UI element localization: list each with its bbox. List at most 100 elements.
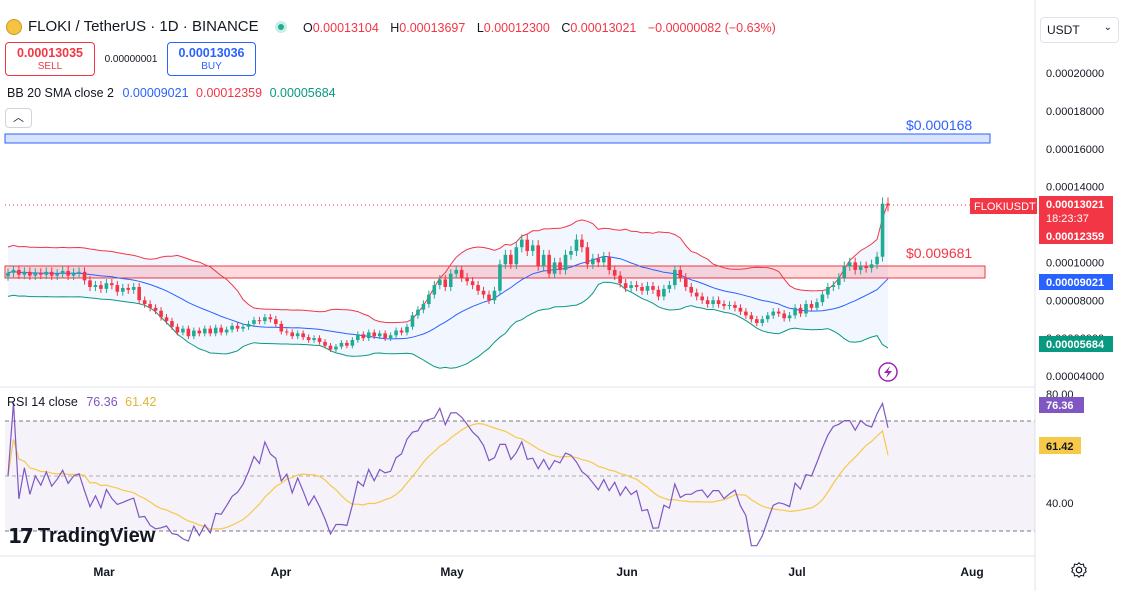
- bollinger-upper-line: [7, 202, 889, 324]
- candle: [705, 300, 710, 305]
- candle: [405, 326, 409, 333]
- candle: [432, 285, 437, 295]
- candle: [782, 313, 786, 319]
- candle: [525, 239, 530, 252]
- candle: [295, 333, 300, 337]
- candle: [552, 262, 557, 274]
- candle: [317, 338, 322, 342]
- candle: [640, 286, 644, 291]
- candle: [678, 269, 683, 278]
- rsi-tag: 76.36: [1046, 400, 1074, 412]
- candle: [366, 332, 371, 339]
- candle: [694, 292, 699, 297]
- candle: [651, 286, 655, 290]
- candle: [487, 294, 491, 301]
- collapse-legend-button[interactable]: ︿: [5, 108, 32, 128]
- candle: [815, 302, 819, 308]
- candle: [662, 288, 666, 297]
- currency-select-value: USDT: [1047, 23, 1080, 37]
- support-zone[interactable]: [4, 265, 986, 279]
- rsi-legend-ma: 61.42: [125, 395, 157, 409]
- candle: [268, 317, 273, 320]
- resistance-zone[interactable]: [4, 133, 991, 144]
- candle: [224, 329, 229, 333]
- candle: [875, 256, 879, 265]
- candle: [246, 323, 251, 327]
- candle: [771, 311, 776, 316]
- sell-button[interactable]: 0.00013035 SELL: [5, 42, 95, 76]
- rsi-ma-line: [7, 422, 889, 530]
- chevron-up-icon: ︿: [13, 112, 24, 124]
- candle: [569, 251, 573, 255]
- candle: [831, 285, 836, 287]
- candle: [574, 239, 579, 252]
- candle: [853, 262, 858, 270]
- market-status-icon[interactable]: [274, 20, 287, 33]
- symbol-title[interactable]: FLOKI / TetherUS · 1D · BINANCE: [28, 18, 259, 35]
- rsi-legend[interactable]: RSI 14 close 76.36 61.42: [7, 395, 156, 409]
- candle: [727, 304, 732, 306]
- gear-icon[interactable]: [1070, 561, 1088, 579]
- candle: [197, 330, 202, 334]
- rsi-axis-tick-40: 40.00: [1046, 498, 1074, 510]
- bb-legend[interactable]: BB 20 SMA close 2 0.00009021 0.00012359 …: [7, 86, 336, 100]
- candle: [339, 342, 344, 347]
- candle: [481, 290, 486, 295]
- rsi-legend-value: 76.36: [86, 395, 118, 409]
- candle: [66, 270, 70, 276]
- candle: [880, 203, 885, 257]
- candle: [804, 304, 808, 314]
- candle: [159, 310, 163, 318]
- candle: [700, 296, 704, 301]
- candle: [377, 333, 382, 337]
- currency-select[interactable]: USDT ⌄: [1040, 17, 1119, 43]
- candle: [399, 330, 404, 333]
- candle: [645, 286, 650, 291]
- candle: [421, 304, 426, 310]
- candle: [252, 320, 256, 324]
- candle: [612, 269, 617, 276]
- time-axis-tick: Jun: [616, 565, 637, 579]
- candle: [498, 264, 502, 291]
- bb-upper-tag: 0.00012359: [1046, 231, 1104, 243]
- price-axis-tick: 0.00014000: [1046, 182, 1104, 194]
- candle: [459, 269, 464, 278]
- lightning-icon[interactable]: [878, 362, 898, 382]
- candle: [541, 254, 546, 267]
- candle: [142, 300, 147, 305]
- candle: [120, 287, 125, 292]
- candle: [623, 283, 628, 288]
- candle: [219, 327, 223, 333]
- change-value: −0.00000082 (−0.63%): [647, 21, 776, 35]
- candle: [38, 272, 43, 275]
- candle: [17, 269, 21, 275]
- candle: [126, 287, 131, 290]
- candle: [230, 325, 234, 330]
- candle: [345, 342, 349, 346]
- tradingview-logo[interactable]: 𝟭𝟳 TradingView: [8, 524, 155, 549]
- candle: [328, 345, 333, 350]
- candle: [886, 203, 890, 206]
- symbol-header[interactable]: FLOKI / TetherUS · 1D · BINANCE: [6, 18, 287, 35]
- price-axis-tick: 0.00016000: [1046, 144, 1104, 156]
- candle: [312, 338, 316, 341]
- buy-price: 0.00013036: [178, 46, 245, 60]
- candle: [115, 285, 120, 292]
- candle: [6, 272, 10, 277]
- candle: [60, 270, 65, 274]
- candle: [585, 247, 590, 265]
- bollinger-basis-line: [7, 255, 889, 340]
- time-axis-tick: Jul: [788, 565, 805, 579]
- candle: [443, 279, 448, 287]
- candle: [104, 283, 109, 289]
- time-axis[interactable]: Mar Apr May Jun Jul Aug: [93, 565, 983, 579]
- candle: [33, 272, 38, 276]
- candle: [131, 286, 136, 290]
- candle: [536, 245, 540, 267]
- candle: [427, 294, 431, 305]
- buy-button[interactable]: 0.00013036 BUY: [167, 42, 256, 76]
- candle: [563, 254, 568, 270]
- bb-legend-lower: 0.00005684: [269, 86, 336, 100]
- candle: [88, 280, 92, 287]
